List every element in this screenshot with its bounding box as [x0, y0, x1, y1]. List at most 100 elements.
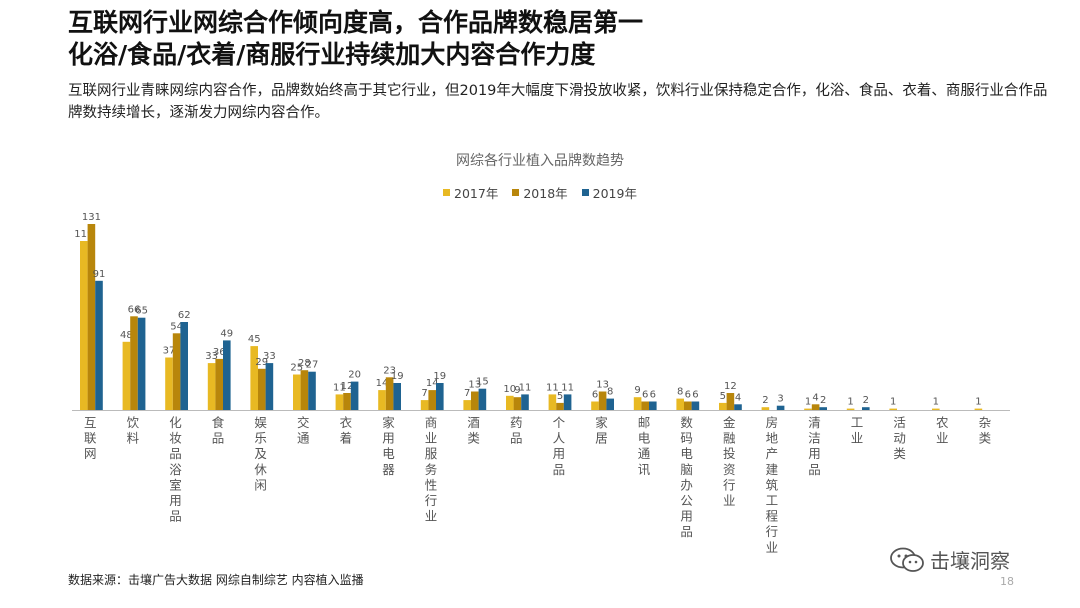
data-label-15-2: 4 [735, 392, 741, 403]
category-label-9: 酒类 [467, 415, 480, 446]
data-label-1-1: 66 [128, 304, 141, 315]
category-label-16: 房地产建筑工程行业 [766, 415, 779, 555]
bar-4-1 [258, 368, 266, 410]
data-label-2-2: 62 [178, 310, 191, 321]
bar-7-2 [393, 383, 401, 410]
page-title-line1: 互联网行业网综合作倾向度高，合作品牌数稳居第一 [68, 8, 644, 37]
bar-14-1 [684, 401, 692, 410]
data-label-12-0: 6 [592, 390, 598, 401]
data-label-13-1: 6 [642, 390, 648, 401]
bar-17-2 [819, 407, 827, 410]
category-label-4: 娱乐及休闲 [254, 415, 267, 492]
bar-0-0 [80, 241, 88, 410]
data-label-6-2: 20 [348, 370, 361, 381]
data-label-10-2: 11 [519, 382, 532, 393]
data-label-9-2: 15 [476, 377, 489, 388]
bar-6-2 [350, 381, 359, 410]
data-label-5-0: 25 [290, 363, 303, 374]
category-label-18: 工业 [851, 415, 864, 446]
bar-17-0 [804, 408, 812, 410]
bar-2-0 [165, 357, 173, 410]
bar-10-2 [521, 394, 529, 410]
bar-2-1 [172, 333, 181, 410]
data-label-8-0: 7 [421, 388, 427, 399]
bar-5-0 [293, 374, 301, 410]
category-label-11: 个人用品 [553, 415, 566, 477]
category-label-2: 化妆品浴室用品 [169, 415, 182, 524]
bar-4-2 [265, 363, 274, 410]
legend-swatch-2019 [581, 189, 589, 196]
bar-5-1 [300, 370, 309, 410]
data-label-17-0: 1 [805, 397, 811, 408]
bar-10-1 [513, 397, 522, 410]
category-label-19: 活动类 [893, 415, 906, 461]
data-label-9-0: 7 [464, 388, 470, 399]
bar-6-1 [343, 393, 351, 410]
bar-0-1 [87, 224, 96, 410]
bar-13-0 [633, 397, 642, 410]
data-label-10-0: 10 [503, 384, 516, 395]
data-label-0-1: 131 [82, 212, 101, 223]
bar-12-2 [606, 398, 614, 410]
chart-title: 网综各行业植入品牌数趋势 [456, 153, 624, 169]
category-label-0: 互联网 [84, 415, 97, 461]
watermark-text: 击壤洞察 [930, 549, 1010, 573]
data-label-10-1: 9 [514, 385, 520, 396]
bar-14-2 [691, 401, 700, 410]
bar-17-1 [811, 404, 820, 410]
category-label-6: 衣着 [340, 415, 353, 446]
bar-4-0 [250, 346, 258, 410]
data-label-6-1: 12 [341, 381, 354, 392]
bar-8-2 [436, 383, 444, 410]
data-label-12-2: 8 [607, 387, 613, 398]
bar-15-2 [734, 404, 742, 410]
bar-18-2 [862, 407, 870, 410]
category-label-10: 药品 [510, 415, 523, 446]
bar-18-0 [846, 408, 855, 410]
chart-legend: 2017年 2018年 2019年 [0, 183, 1080, 202]
bar-8-0 [420, 400, 429, 410]
data-label-16-0: 2 [762, 395, 768, 406]
bar-16-0 [761, 407, 770, 410]
bar-9-1 [471, 391, 479, 410]
bar-7-1 [385, 377, 394, 410]
bar-11-1 [556, 402, 564, 410]
data-label-7-0: 14 [376, 378, 389, 389]
bar-1-0 [122, 341, 131, 410]
bar-16-2 [776, 405, 785, 410]
data-label-21-0: 1 [975, 397, 981, 408]
data-label-14-2: 6 [692, 390, 698, 401]
legend-item-2019: 2019年 [581, 183, 637, 202]
data-label-12-1: 13 [596, 380, 609, 391]
data-label-4-1: 29 [255, 357, 268, 368]
bar-9-0 [463, 400, 471, 410]
category-label-17: 清洁用品 [808, 415, 821, 477]
bar-15-1 [726, 393, 735, 410]
data-label-18-2: 2 [863, 395, 869, 406]
category-label-1: 饮料 [127, 415, 140, 446]
category-label-14: 数码电脑办公用品 [680, 415, 693, 539]
data-label-11-0: 11 [546, 382, 559, 393]
category-label-5: 交通 [297, 415, 310, 446]
data-label-14-0: 8 [677, 387, 683, 398]
bar-2-2 [180, 322, 188, 410]
data-label-15-0: 5 [720, 391, 726, 402]
data-label-18-0: 1 [847, 397, 853, 408]
data-label-3-2: 49 [220, 328, 233, 339]
data-label-14-1: 6 [685, 390, 691, 401]
watermark: 击壤洞察 [890, 545, 1010, 574]
category-label-7: 家用电器 [382, 415, 395, 477]
data-label-0-0: 119 [74, 229, 93, 240]
data-label-20-0: 1 [933, 397, 939, 408]
bar-14-0 [676, 398, 684, 410]
data-label-17-1: 4 [812, 392, 818, 403]
bar-13-1 [641, 401, 649, 410]
data-label-13-0: 9 [634, 385, 640, 396]
page-title-line2: 化浴/食品/衣着/商服行业持续加大内容合作力度 [68, 40, 596, 69]
data-label-17-2: 2 [820, 395, 826, 406]
bar-1-1 [130, 316, 138, 410]
data-label-7-2: 19 [391, 371, 404, 382]
data-label-11-1: 5 [557, 391, 563, 402]
bar-1-2 [137, 317, 146, 410]
